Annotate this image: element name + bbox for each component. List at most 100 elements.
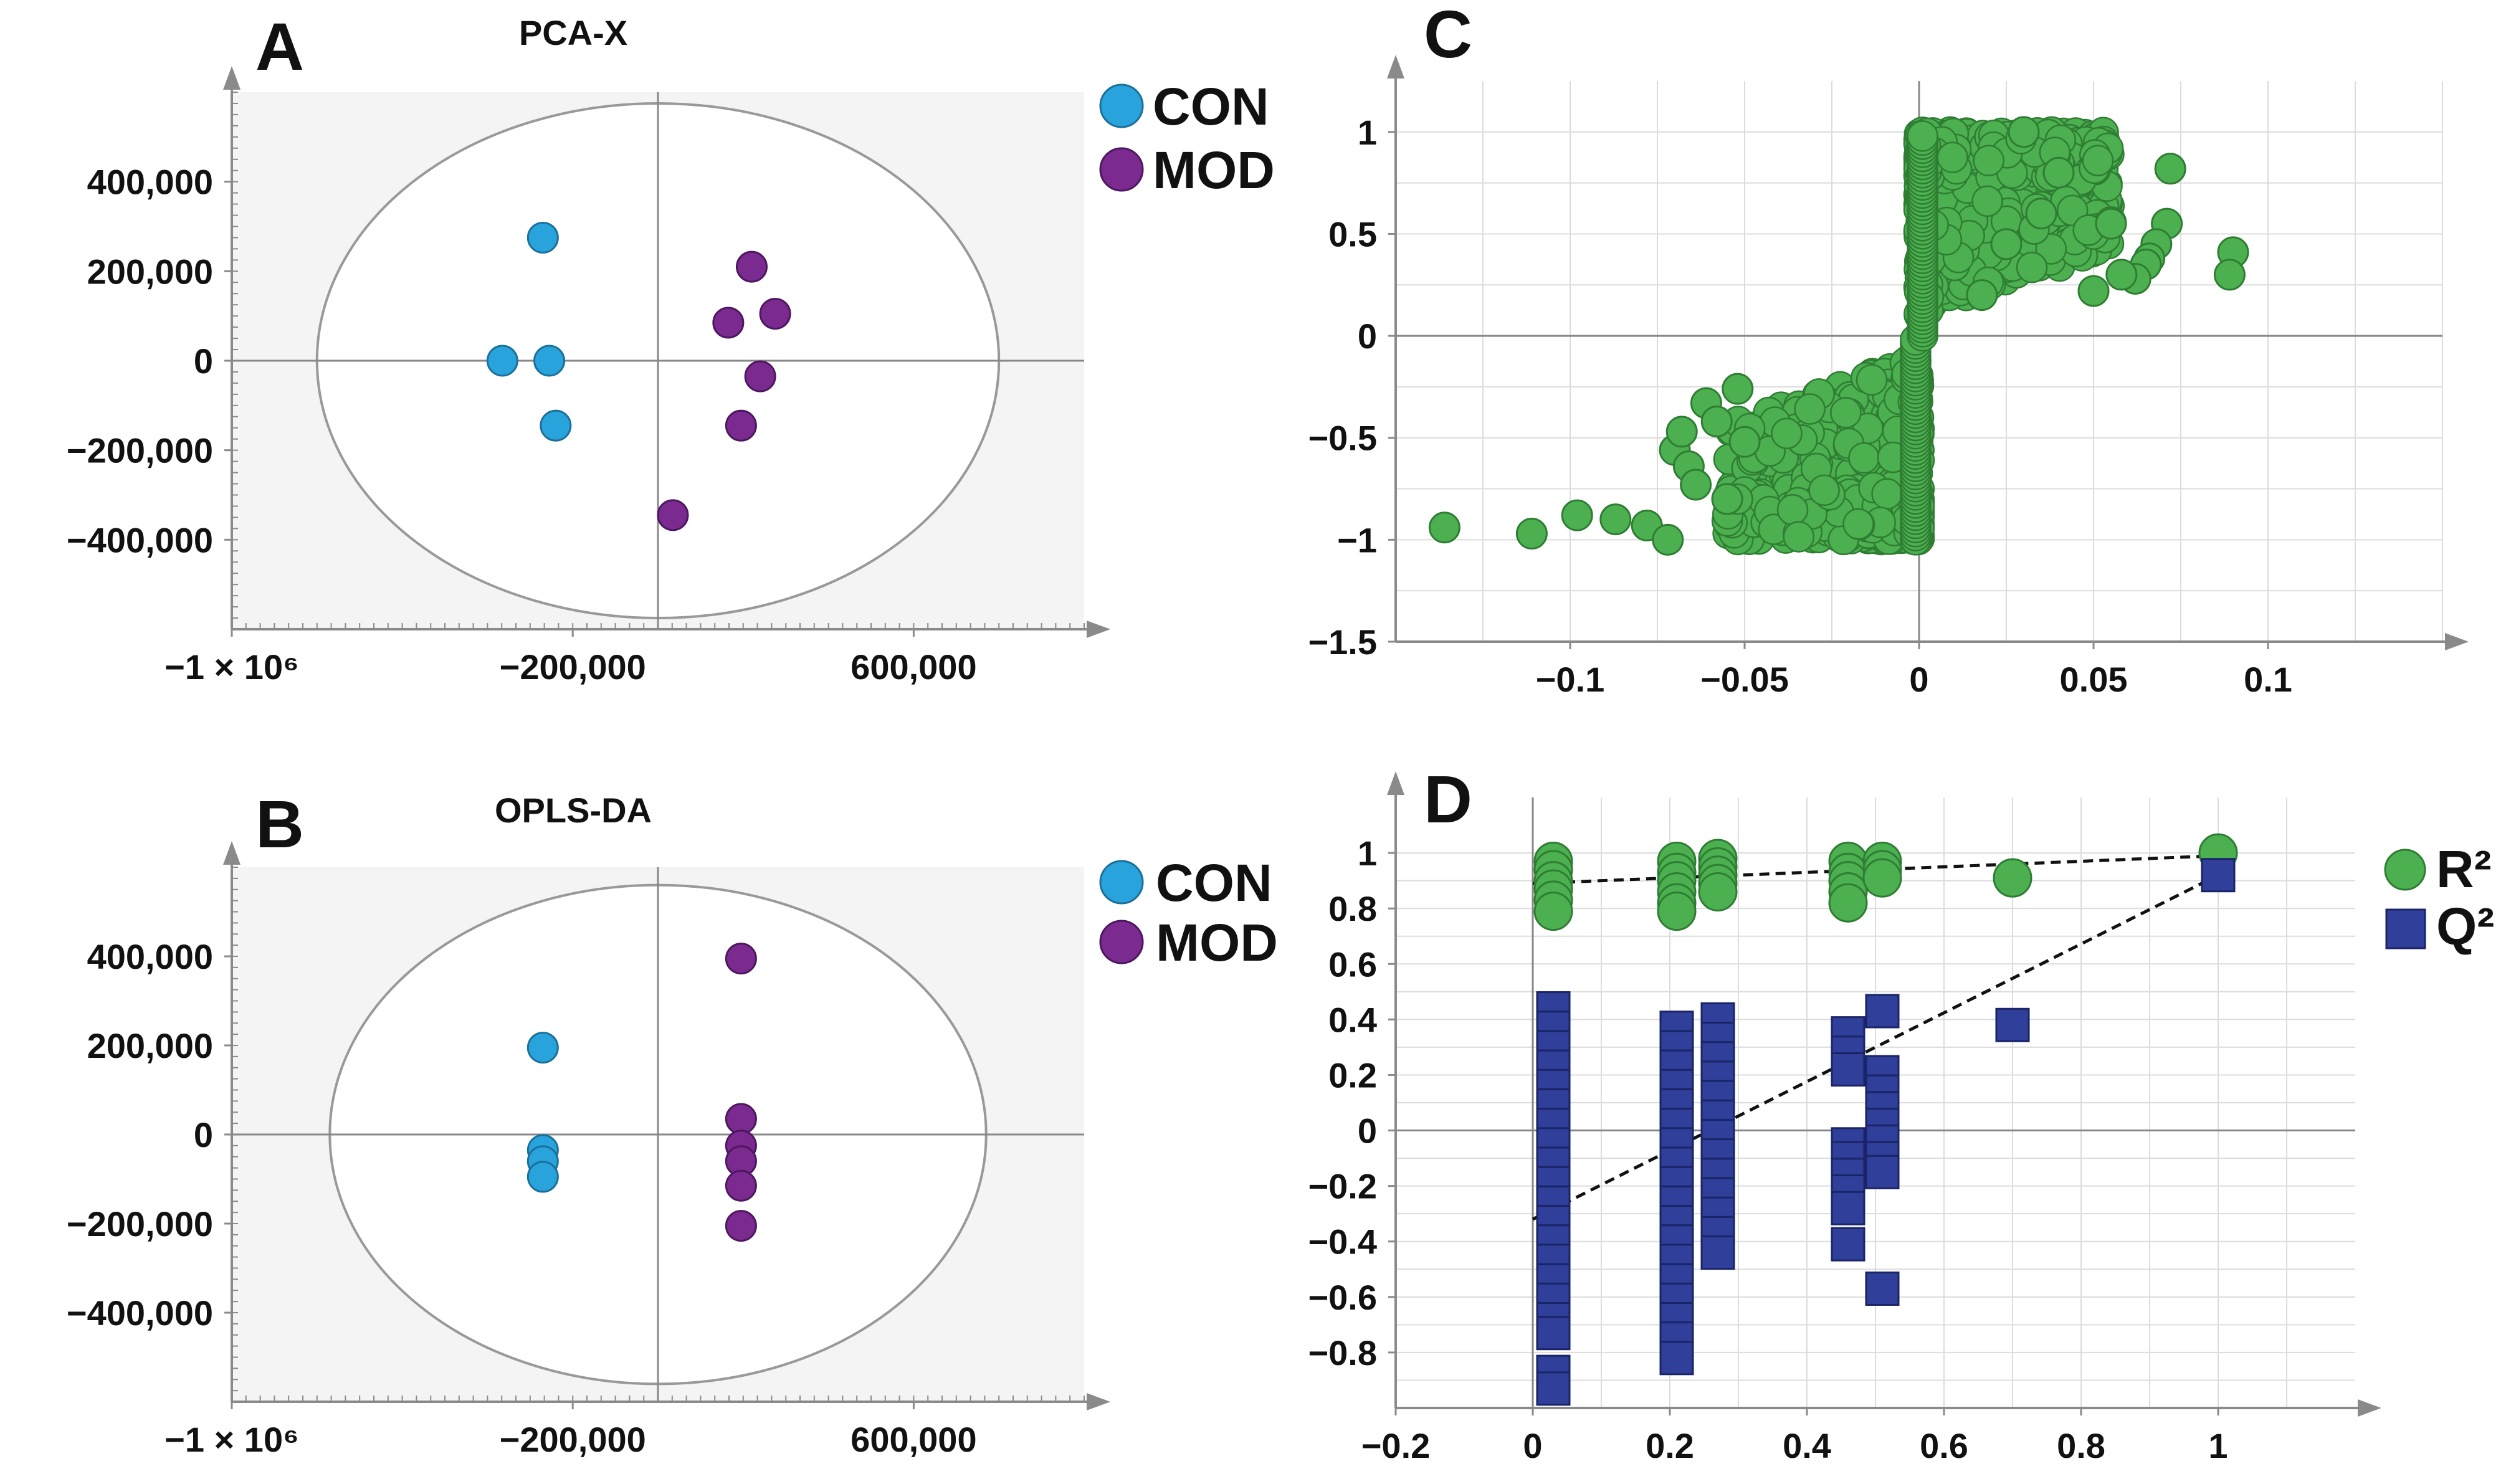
loading-point <box>2077 275 2110 307</box>
legend-label-r2: R² <box>2436 840 2492 898</box>
panel-letter-b: B <box>255 786 304 862</box>
x-tick-label: 0.2 <box>1646 1426 1694 1465</box>
y-tick-label: 0.6 <box>1328 944 1377 984</box>
x-tick-label: 1 <box>2208 1426 2228 1465</box>
legend-marker-con <box>1099 860 1144 905</box>
legend-marker-r2 <box>2384 849 2426 891</box>
panel-title-a: PCA-X <box>519 13 627 52</box>
x-tick-label: 0.1 <box>2244 660 2292 699</box>
y-tick-label: −1.5 <box>1308 622 1377 662</box>
x-tick-label: 0.4 <box>1783 1426 1831 1465</box>
r2-point <box>1533 892 1573 931</box>
mod-point <box>725 1103 757 1135</box>
mod-point <box>725 409 757 442</box>
legend-label-mod: MOD <box>1156 913 1278 972</box>
legend-label-con: CON <box>1153 77 1269 136</box>
y-axis-arrow <box>1387 771 1404 795</box>
plot-area-d: 1 0.8 0.6 0.4 0.2 0 −0.2 −0.4 −0.6 −0.8 −0.2 0 0.2 0.… <box>1308 771 2381 1465</box>
loading-point <box>1842 508 1874 540</box>
legend-marker-con <box>1099 83 1144 128</box>
x-tick-label: 600,000 <box>850 1420 976 1459</box>
x-tick-label: −1 × 10⁶ <box>164 647 299 687</box>
q2-point <box>1831 1191 1865 1225</box>
legend-marker-q2 <box>2385 908 2426 949</box>
mod-point <box>725 943 757 975</box>
q2-point <box>1865 1271 1900 1306</box>
loading-point <box>1700 406 1733 438</box>
y-tick-label: 200,000 <box>87 252 213 291</box>
con-point <box>540 409 572 442</box>
legend-label-con: CON <box>1156 854 1272 912</box>
r2-point <box>1862 858 1902 898</box>
y-axis-arrow <box>223 841 241 865</box>
panel-letter-d: D <box>1424 761 1472 837</box>
y-tick-label: −0.5 <box>1308 419 1377 458</box>
loading-point <box>1665 416 1698 448</box>
y-tick-label: −400,000 <box>67 1293 213 1333</box>
y-axis-arrow <box>1387 55 1404 78</box>
loading-point <box>2095 207 2127 240</box>
loading-point <box>1990 228 2023 260</box>
con-point <box>526 221 559 254</box>
x-axis-arrow <box>1087 1393 1110 1410</box>
y-axis-arrow <box>223 66 241 90</box>
con-point <box>533 345 566 377</box>
loading-point <box>1973 145 2004 176</box>
y-tick-label: 0 <box>1358 1111 1377 1151</box>
y-tick-label: 1 <box>1358 113 1377 152</box>
y-tick-label: 0.5 <box>1328 214 1377 254</box>
series-con <box>486 221 572 442</box>
legend-a: CON MOD <box>1099 77 1275 199</box>
legend-label-q2: Q² <box>2436 897 2494 956</box>
y-tick-label: 200,000 <box>87 1026 213 1065</box>
q2-point <box>1995 1007 2030 1042</box>
y-tick-label: −0.4 <box>1308 1222 1377 1262</box>
x-tick-label: 600,000 <box>850 647 976 687</box>
loading-point <box>1652 523 1684 556</box>
y-tick-label: 400,000 <box>87 937 213 976</box>
loading-point <box>1937 141 1968 173</box>
loading-point <box>2082 145 2114 176</box>
q2-point <box>1865 1154 1900 1189</box>
plot-area-b: 400,000 200,000 0 −200,000 −400,000 −1 × 10⁶ −… <box>67 841 1110 1459</box>
mod-point <box>712 307 745 339</box>
x-tick-label: −200,000 <box>500 647 646 687</box>
panel-a-pca-x: A PCA-X 400,000 200,000 0 −200,000 −400,000 −… <box>67 9 1275 687</box>
con-point <box>486 345 518 377</box>
q2-point <box>1831 1227 1865 1262</box>
panel-b-opls-da: B OPLS-DA 400,000 200,000 0 −200,000 −400,00… <box>67 786 1278 1459</box>
q2-point <box>2201 858 2236 893</box>
loading-point <box>2154 153 2186 185</box>
q2-point <box>1659 1341 1694 1376</box>
loading-point <box>1561 499 1593 531</box>
y-tick-label: 0.8 <box>1328 889 1377 928</box>
loading-point <box>2105 259 2138 291</box>
loading-point <box>1966 279 1998 312</box>
loading-point <box>1728 426 1761 458</box>
mod-point <box>759 298 791 330</box>
legend-label-mod: MOD <box>1153 141 1275 199</box>
con-point <box>526 1161 559 1193</box>
y-tick-label: −0.8 <box>1308 1333 1377 1372</box>
loading-point <box>2016 251 2048 283</box>
legend-b: CON MOD <box>1099 854 1278 972</box>
x-tick-label: −200,000 <box>500 1420 646 1459</box>
panel-c-loadings: C 1 0.5 0 −0.5 −1 −1.5 −0.1 −0.05 0 0.05 0.1 <box>1308 0 2469 699</box>
loading-point <box>1599 503 1632 536</box>
loading-point <box>1808 474 1840 507</box>
plot-area-a: 400,000 200,000 0 −200,000 −400,000 −1 × 10⁶ −… <box>67 66 1110 687</box>
loading-point <box>1776 493 1809 526</box>
y-tick-label: 400,000 <box>87 163 213 202</box>
series-loadings <box>1428 116 2249 556</box>
series-q2 <box>1536 858 2236 1406</box>
y-tick-label: 0.2 <box>1328 1055 1377 1095</box>
loading-point <box>1871 478 1903 510</box>
mod-point <box>725 1169 757 1202</box>
q2-point <box>1536 1371 1571 1406</box>
x-tick-label: 0 <box>1523 1426 1542 1465</box>
loading-point <box>1783 521 1815 553</box>
loading-point <box>1722 373 1754 405</box>
y-tick-label: −0.6 <box>1308 1278 1377 1317</box>
loading-point <box>1515 518 1548 550</box>
legend-marker-mod <box>1099 147 1144 192</box>
